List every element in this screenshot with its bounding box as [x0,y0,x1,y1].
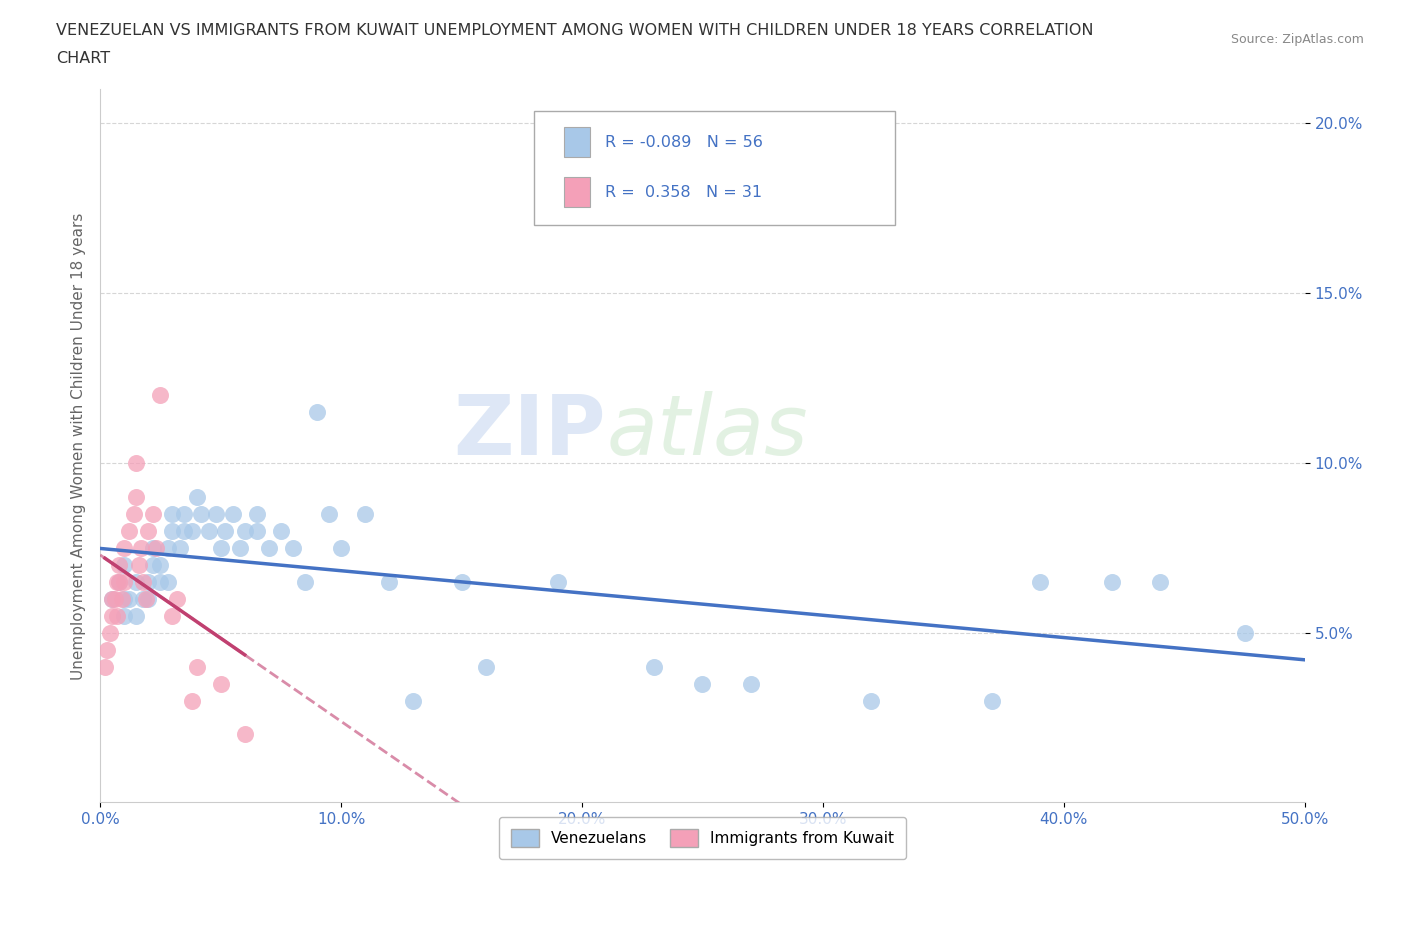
Point [125,456,148,471]
Text: Source: ZipAtlas.com: Source: ZipAtlas.com [1230,33,1364,46]
Point [132,591,155,606]
Point [1233,625,1256,640]
Bar [564,127,591,157]
Point [190,506,212,521]
Point [122,506,145,521]
Point [354,506,377,521]
Point [162,524,184,538]
Point [180,693,202,708]
Point [142,540,165,555]
Point [156,574,179,589]
Point [1029,574,1052,589]
Point [118,591,141,606]
Y-axis label: Unemployment Among Women with Children Under 18 years: Unemployment Among Women with Children U… [72,212,86,680]
Point [108,557,131,572]
Point [136,524,159,538]
Point [281,540,304,555]
Point [149,388,172,403]
Point [547,574,569,589]
Point [305,405,328,419]
Point [402,693,425,708]
Point [294,574,316,589]
Point [128,557,150,572]
Text: atlas: atlas [606,392,807,472]
Point [474,659,496,674]
Point [197,524,219,538]
Point [233,727,256,742]
Legend: Venezuelans, Immigrants from Kuwait: Venezuelans, Immigrants from Kuwait [499,817,905,859]
Point [186,489,208,504]
Text: R = -0.089   N = 56: R = -0.089 N = 56 [605,135,762,150]
Point [108,574,131,589]
Text: ZIP: ZIP [454,392,606,472]
Point [1101,574,1123,589]
Point [318,506,340,521]
Point [257,540,280,555]
Point [740,676,762,691]
Bar [564,177,591,207]
Point [330,540,353,555]
Text: R =  0.358   N = 31: R = 0.358 N = 31 [605,184,762,200]
Point [142,506,165,521]
Point [860,693,883,708]
Point [101,591,124,606]
Point [125,574,148,589]
Point [129,540,152,555]
Point [149,557,172,572]
Point [378,574,401,589]
Point [221,506,243,521]
Point [149,574,172,589]
Point [132,574,155,589]
Text: VENEZUELAN VS IMMIGRANTS FROM KUWAIT UNEMPLOYMENT AMONG WOMEN WITH CHILDREN UNDE: VENEZUELAN VS IMMIGRANTS FROM KUWAIT UNE… [56,23,1094,38]
Point [229,540,252,555]
Point [214,524,236,538]
Point [103,591,125,606]
Point [186,659,208,674]
Point [94,659,117,674]
Point [162,608,184,623]
Point [136,574,159,589]
Point [980,693,1002,708]
Point [233,524,256,538]
Point [173,506,195,521]
Point [166,591,188,606]
Point [101,608,124,623]
Point [169,540,191,555]
Point [450,574,472,589]
Point [643,659,665,674]
Point [1149,574,1171,589]
Point [112,591,135,606]
Point [209,540,232,555]
Point [111,591,134,606]
Point [112,608,135,623]
Point [162,506,184,521]
Point [209,676,232,691]
Point [112,540,135,555]
FancyBboxPatch shape [534,111,896,225]
Point [145,540,167,555]
Point [118,524,141,538]
Point [180,524,202,538]
Point [246,524,269,538]
Point [105,608,128,623]
Point [692,676,714,691]
Point [98,625,121,640]
Point [270,524,292,538]
Point [101,591,124,606]
Point [125,608,148,623]
Point [96,643,118,658]
Point [204,506,226,521]
Point [125,489,148,504]
Point [246,506,269,521]
Text: CHART: CHART [56,51,110,66]
Point [135,591,157,606]
Point [108,574,131,589]
Point [112,574,135,589]
Point [173,524,195,538]
Point [136,591,159,606]
Point [142,557,165,572]
Point [156,540,179,555]
Point [105,574,128,589]
Point [112,557,135,572]
